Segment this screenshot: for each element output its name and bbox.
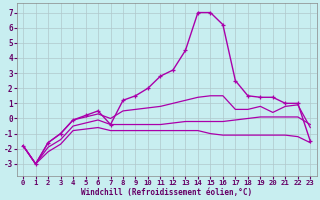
X-axis label: Windchill (Refroidissement éolien,°C): Windchill (Refroidissement éolien,°C) (81, 188, 252, 197)
